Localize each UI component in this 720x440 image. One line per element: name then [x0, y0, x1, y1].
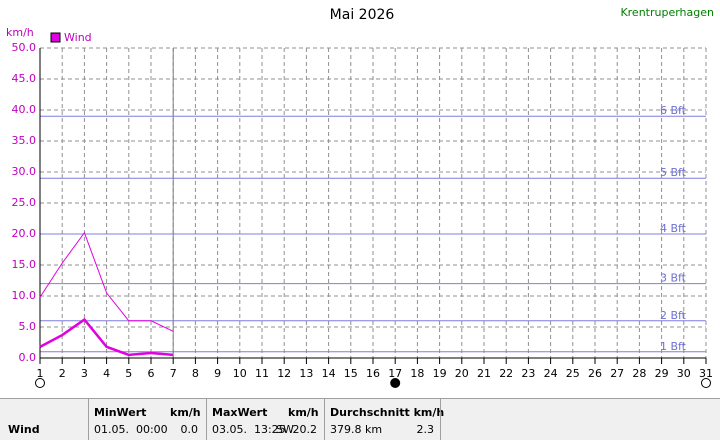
x-tick-label: 10: [233, 367, 247, 380]
value: 0.0: [180, 423, 199, 436]
beaufort-label: 6 Bft: [660, 104, 687, 117]
x-tick-label: 30: [677, 367, 691, 380]
separator: [206, 399, 207, 440]
y-tick-label: 15.0: [12, 258, 37, 271]
value: 2.3: [416, 423, 435, 436]
station: Krentruperhagen: [620, 6, 714, 19]
beaufort-label: 5 Bft: [660, 166, 687, 179]
chart-title: Mai 2026: [330, 7, 395, 23]
beaufort-label: 1 Bft: [660, 340, 687, 353]
x-tick-label: 26: [588, 367, 602, 380]
x-tick-label: 1: [37, 367, 44, 380]
value: 20.2: [292, 423, 318, 436]
unit: km/h: [288, 406, 319, 419]
time: 01.05. 00:00: [94, 423, 168, 436]
moon-phase: [390, 378, 401, 388]
x-tick-label: 9: [214, 367, 221, 380]
summary-panel: Wind MinWert km/h 01.05. 00:00 0.0 MaxWe…: [0, 398, 720, 440]
x-tick-label: 8: [192, 367, 199, 380]
x-tick-label: 29: [655, 367, 669, 380]
x-tick-label: 7: [170, 367, 177, 380]
y-tick-label: 10.0: [12, 289, 37, 302]
y-tick-label: 30.0: [12, 165, 37, 178]
separator: [88, 399, 89, 440]
x-tick-label: 16: [366, 367, 380, 380]
x-tick-label: 13: [299, 367, 313, 380]
x-tick-label: 2: [59, 367, 66, 380]
summary-label: Wind: [8, 423, 40, 436]
series-line: [39, 231, 174, 332]
chart: Mai 2026 Krentruperhagen km/h 0.0 5.0 10.0…: [6, 6, 714, 388]
x-tick-label: 11: [255, 367, 269, 380]
y-axis-label: km/h: [6, 26, 34, 39]
x-tick-label: 27: [610, 367, 624, 380]
y-tick-label: 5.0: [19, 320, 37, 333]
x-tick-label: 31: [699, 367, 713, 380]
x-tick-label: 25: [566, 367, 580, 380]
x-tick-label: 5: [125, 367, 132, 380]
direction: SW: [276, 423, 294, 436]
separator: [440, 399, 441, 440]
y-tick-label: 0.0: [19, 351, 37, 364]
y-tick-label: 50.0: [12, 41, 37, 54]
x-tick-label: 24: [544, 367, 558, 380]
x-tick-label: 14: [322, 367, 336, 380]
y-tick-label: 25.0: [12, 196, 37, 209]
beaufort-label: 3 Bft: [660, 272, 687, 285]
series-line: [39, 317, 174, 357]
beaufort-label: 4 Bft: [660, 222, 687, 235]
x-tick-label: 3: [81, 367, 88, 380]
header: MaxWert: [212, 406, 268, 419]
distance: 379.8 km: [330, 423, 383, 436]
x-tick-label: 6: [148, 367, 155, 380]
x-tick-label: 22: [499, 367, 513, 380]
x-tick-label: 21: [477, 367, 491, 380]
x-tick-label: 12: [277, 367, 291, 380]
legend-label: Wind: [64, 31, 92, 44]
header: MinWert: [94, 406, 147, 419]
x-tick-label: 28: [632, 367, 646, 380]
separator: [324, 399, 325, 440]
x-tick-label: 15: [344, 367, 358, 380]
y-tick-label: 40.0: [12, 103, 37, 116]
y-tick-label: 35.0: [12, 134, 37, 147]
x-tick-label: 23: [521, 367, 535, 380]
x-tick-label: 4: [103, 367, 110, 380]
x-tick-label: 17: [388, 367, 402, 380]
y-tick-label: 20.0: [12, 227, 37, 240]
moon-phase: [701, 378, 711, 388]
header: Durchschnitt km/h: [330, 406, 445, 419]
x-tick-label: 18: [410, 367, 424, 380]
beaufort-label: 2 Bft: [660, 309, 687, 322]
time: 03.05. 13:25: [212, 423, 286, 436]
x-tick-label: 19: [433, 367, 447, 380]
y-tick-label: 45.0: [12, 72, 37, 85]
x-tick-label: 20: [455, 367, 469, 380]
legend-swatch: [50, 32, 61, 43]
moon-phase: [35, 378, 45, 388]
unit: km/h: [170, 406, 201, 419]
